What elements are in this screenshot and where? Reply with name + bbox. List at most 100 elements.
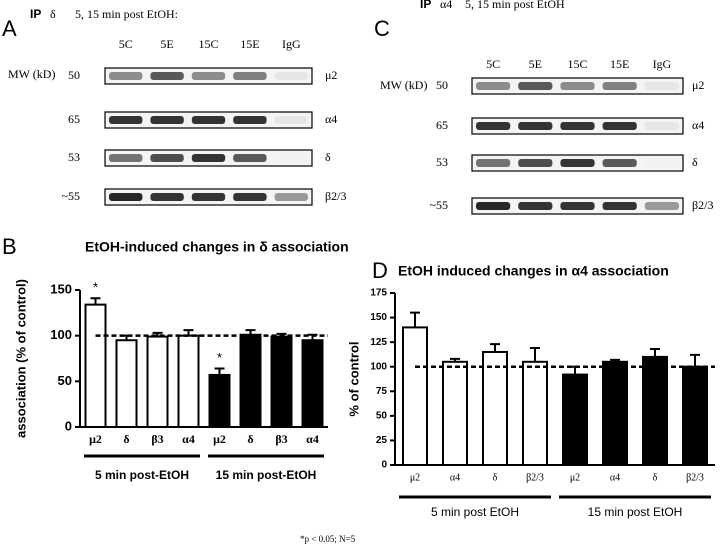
- error-bar: [690, 353, 700, 367]
- y-axis-label: % of control: [346, 341, 361, 416]
- mw-value: 53: [68, 150, 80, 164]
- protein-label: β2/3: [692, 198, 713, 212]
- protein-label: δ: [692, 155, 698, 169]
- mw-value: 65: [436, 118, 448, 132]
- panel-letter: C: [374, 16, 390, 41]
- y-tick-label: 75: [376, 386, 388, 397]
- y-tick-label: 25: [376, 435, 388, 446]
- significance-mark: *: [217, 350, 222, 365]
- x-tick-label: α4: [306, 432, 319, 446]
- blot-band: [602, 82, 637, 90]
- blot-band: [150, 193, 184, 201]
- y-tick-label: 100: [370, 361, 387, 372]
- lane-label: 15E: [240, 37, 259, 51]
- blot-band: [560, 122, 595, 130]
- error-bar: [650, 348, 660, 357]
- chart-title: EtOH induced changes in α4 association: [398, 263, 669, 279]
- bar: [146, 335, 169, 428]
- blot-band: [602, 122, 637, 130]
- significance-mark: *: [93, 280, 98, 295]
- protein-label: β2/3: [325, 189, 346, 203]
- panel-letter: D: [372, 258, 388, 283]
- error-bar: [450, 357, 460, 362]
- y-tick-label: 150: [50, 281, 72, 296]
- bar: [402, 326, 428, 466]
- blot-band: [644, 202, 679, 210]
- mw-value: 53: [436, 155, 448, 169]
- blot-band: [233, 193, 267, 201]
- lane-label: 15C: [198, 37, 218, 51]
- blot-caption: 5, 15 min post EtOH: [465, 0, 565, 11]
- x-tick-label: α4: [610, 472, 620, 483]
- blot-band: [602, 202, 637, 210]
- blot-band: [233, 72, 267, 80]
- lane-label: 5C: [486, 57, 500, 71]
- x-tick-label: β3: [275, 432, 287, 446]
- x-tick-label: β2/3: [686, 472, 704, 483]
- blot-band: [233, 116, 267, 124]
- blot-band: [476, 159, 511, 167]
- lane-label: 5E: [160, 37, 173, 51]
- y-tick-label: 125: [370, 337, 387, 348]
- blot-band: [476, 122, 511, 130]
- x-tick-label: β2/3: [526, 472, 544, 483]
- bar: [177, 334, 200, 428]
- y-tick-label: 100: [50, 327, 72, 342]
- group-label: 5 min post EtOH: [431, 505, 519, 519]
- ip-target: δ: [50, 7, 56, 21]
- protein-label: μ2: [325, 68, 337, 82]
- blot-band: [274, 154, 308, 162]
- x-tick-label: δ: [493, 472, 498, 483]
- x-tick-label: μ2: [213, 432, 226, 446]
- blot-band: [233, 154, 267, 162]
- ip-target: α4: [440, 0, 452, 11]
- x-tick-label: β3: [151, 432, 163, 446]
- blot-band: [476, 82, 511, 90]
- protein-label: α4: [692, 118, 704, 132]
- bar: [442, 360, 468, 466]
- blot-band: [518, 159, 553, 167]
- blot-band: [274, 72, 308, 80]
- y-tick-label: 0: [381, 460, 387, 471]
- error-bar: [214, 367, 225, 375]
- blot-band: [644, 159, 679, 167]
- y-axis-label: association (% of control): [13, 279, 28, 438]
- blot-band: [644, 122, 679, 130]
- error-bar: [90, 297, 101, 305]
- mw-header: MW (kD): [380, 78, 427, 92]
- error-bar: [490, 343, 500, 352]
- blot-band: [191, 116, 226, 124]
- blot-caption: 5, 15 min post EtOH:: [75, 7, 178, 21]
- panel-letter: B: [2, 234, 17, 259]
- lane-label: 5C: [119, 37, 133, 51]
- error-bar: [152, 331, 163, 337]
- error-bar: [245, 329, 256, 335]
- bar: [301, 339, 324, 429]
- y-tick-label: 50: [58, 373, 72, 388]
- mw-header: MW (kD): [8, 67, 55, 81]
- error-bar: [610, 358, 620, 362]
- y-tick-label: 0: [65, 418, 72, 433]
- error-bar: [410, 311, 420, 328]
- error-bar: [530, 347, 540, 362]
- protein-label: μ2: [692, 78, 704, 92]
- blot-band: [150, 154, 184, 162]
- lane-label: 5E: [529, 57, 542, 71]
- mw-value: 50: [68, 68, 80, 82]
- mw-value: ~55: [430, 198, 449, 212]
- bar: [522, 360, 548, 466]
- blot-band: [274, 116, 308, 124]
- chart-title: EtOH-induced changes in δ association: [85, 239, 349, 255]
- bar: [562, 373, 588, 467]
- mw-value: 65: [68, 112, 80, 126]
- bar: [482, 350, 508, 467]
- blot-band: [476, 202, 511, 210]
- x-tick-label: δ: [123, 432, 129, 446]
- blot-band: [109, 154, 143, 162]
- blot-band: [191, 72, 226, 80]
- lane-label: IgG: [282, 37, 301, 51]
- ip-label: IP: [420, 0, 431, 11]
- y-tick-label: 50: [376, 410, 388, 421]
- protein-label: α4: [325, 112, 337, 126]
